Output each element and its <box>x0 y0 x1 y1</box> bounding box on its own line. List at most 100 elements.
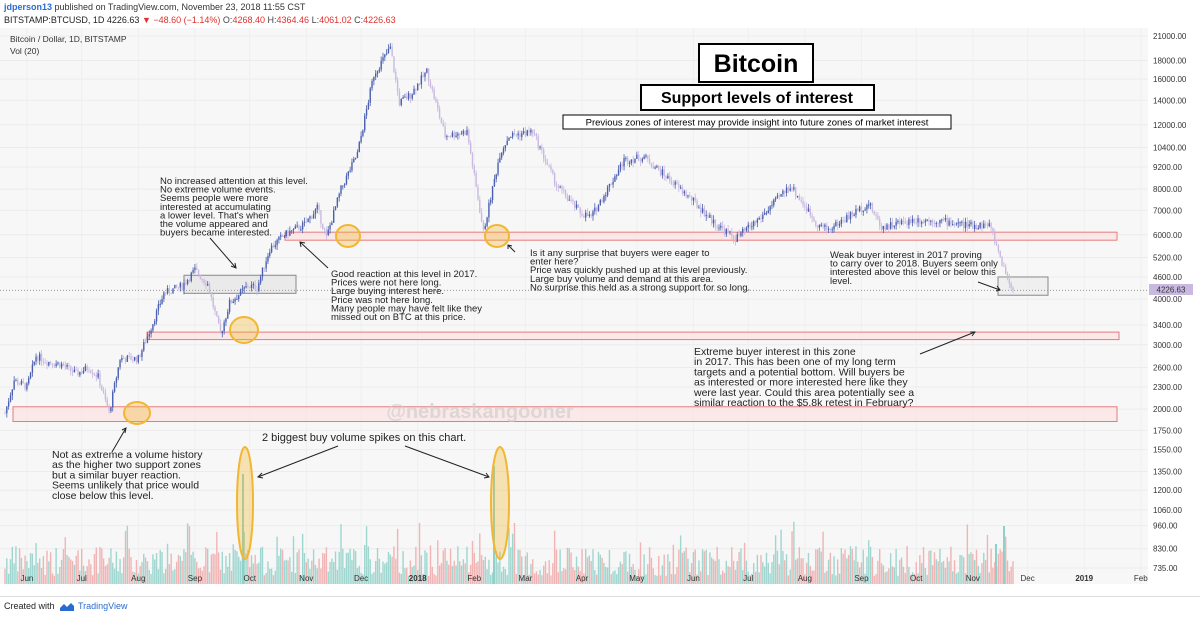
price-axis[interactable] <box>1148 28 1200 584</box>
price-chart[interactable]: 735.00 830.00 960.00 1060.00 1200.00 1350.00 1… <box>0 28 1200 596</box>
candle-body <box>137 355 140 363</box>
candle-body <box>822 224 824 228</box>
chart-pane[interactable] <box>0 28 1148 584</box>
annotation-line: similar reaction to the $5.8k retest in … <box>694 397 914 409</box>
volume-bar <box>418 522 421 584</box>
candle-body <box>729 231 731 233</box>
candle-body <box>794 187 797 197</box>
volume-bar <box>820 551 822 584</box>
candle-body <box>201 278 203 280</box>
volume-bar <box>203 566 205 584</box>
candle-body <box>588 214 591 217</box>
x-tick-label: Oct <box>243 574 256 583</box>
candle-body <box>250 284 253 288</box>
volume-bar <box>926 574 928 584</box>
candle-body <box>858 206 861 211</box>
symbol-label[interactable]: BITSTAMP:BTCUSD, 1D <box>4 15 105 25</box>
volume-bar <box>345 552 348 584</box>
volume-bar <box>931 565 934 584</box>
volume-bar <box>687 558 689 584</box>
volume-bar <box>762 562 764 584</box>
volume-bar <box>152 554 154 584</box>
candle-body <box>650 163 653 167</box>
publish-line: jdperson13 published on TradingView.com,… <box>4 2 305 12</box>
volume-bar <box>130 557 132 584</box>
candle-body <box>563 189 565 191</box>
volume-bar <box>181 560 183 584</box>
candle-body <box>511 132 514 137</box>
candle-body <box>902 220 905 222</box>
volume-bar <box>904 572 906 584</box>
y-tick-label: 2000.00 <box>1153 405 1182 414</box>
candle-body <box>762 214 764 219</box>
volume-bar <box>141 562 143 584</box>
candle-body <box>955 223 958 225</box>
candle-body <box>579 207 581 214</box>
volume-bar <box>577 566 580 584</box>
volume-bar <box>137 573 140 584</box>
volume-bar <box>756 554 759 584</box>
candle-body <box>385 53 388 55</box>
volume-bar <box>42 556 45 584</box>
volume-bar <box>774 535 777 584</box>
volume-bar <box>533 573 536 584</box>
candle-body <box>437 101 439 109</box>
volume-bar <box>513 522 516 584</box>
volume-bar <box>261 546 264 584</box>
volume-bar <box>928 550 930 584</box>
volume-bar <box>70 559 72 584</box>
volume-bar <box>270 568 273 584</box>
annotation-line: interested at accumulating <box>160 202 271 213</box>
candle-body <box>59 362 61 368</box>
candle-body <box>380 60 382 70</box>
volume-bar <box>373 572 375 584</box>
volume-bar <box>696 574 698 584</box>
username-link[interactable]: jdperson13 <box>4 2 53 12</box>
volume-bar <box>426 552 428 584</box>
volume-bar <box>685 547 687 584</box>
candle-body <box>983 223 985 229</box>
candle-body <box>774 197 777 200</box>
candle-body <box>37 356 39 361</box>
candle-body <box>154 321 156 325</box>
candle-body <box>687 195 689 197</box>
volume-bar <box>732 560 735 584</box>
y-tick-label: 6000.00 <box>1153 231 1182 240</box>
volume-bar <box>234 549 236 584</box>
candle-body <box>15 379 17 381</box>
volume-bar <box>778 564 780 584</box>
volume-bar <box>623 552 625 584</box>
candle-body <box>628 162 631 164</box>
volume-bar <box>435 575 437 584</box>
annotation-line: enter here? <box>530 257 579 268</box>
candle-body <box>510 136 512 138</box>
close-label: C: <box>354 15 364 25</box>
volume-bar <box>526 552 528 584</box>
watermark: @nebraskangooner <box>386 401 574 423</box>
volume-bar <box>962 557 965 584</box>
volume-bar <box>720 574 722 584</box>
candle-body <box>164 292 167 294</box>
tradingview-link[interactable]: TradingView <box>78 601 128 611</box>
last-price-tag-text: 4226.63 <box>1157 286 1186 295</box>
candle-body <box>946 217 948 226</box>
volume-bar <box>259 547 262 584</box>
volume-label: Vol (20) <box>10 46 39 56</box>
annotation-line: No surprise this held as a strong suppor… <box>530 282 750 293</box>
candle-body <box>172 288 174 294</box>
volume-bar <box>517 549 519 584</box>
candle-body <box>141 350 143 357</box>
volume-bar <box>91 575 94 584</box>
candle-body <box>254 284 256 290</box>
y-tick-label: 4000.00 <box>1153 295 1182 304</box>
candle-body <box>139 355 141 357</box>
candle-body <box>267 255 269 262</box>
volume-bar <box>570 552 572 584</box>
volume-bar <box>654 575 656 584</box>
volume-bar <box>637 569 640 584</box>
volume-bar <box>754 571 757 584</box>
candle-body <box>62 363 65 366</box>
volume-bar <box>771 562 773 584</box>
candle-body <box>875 214 877 216</box>
candle-body <box>236 299 238 301</box>
